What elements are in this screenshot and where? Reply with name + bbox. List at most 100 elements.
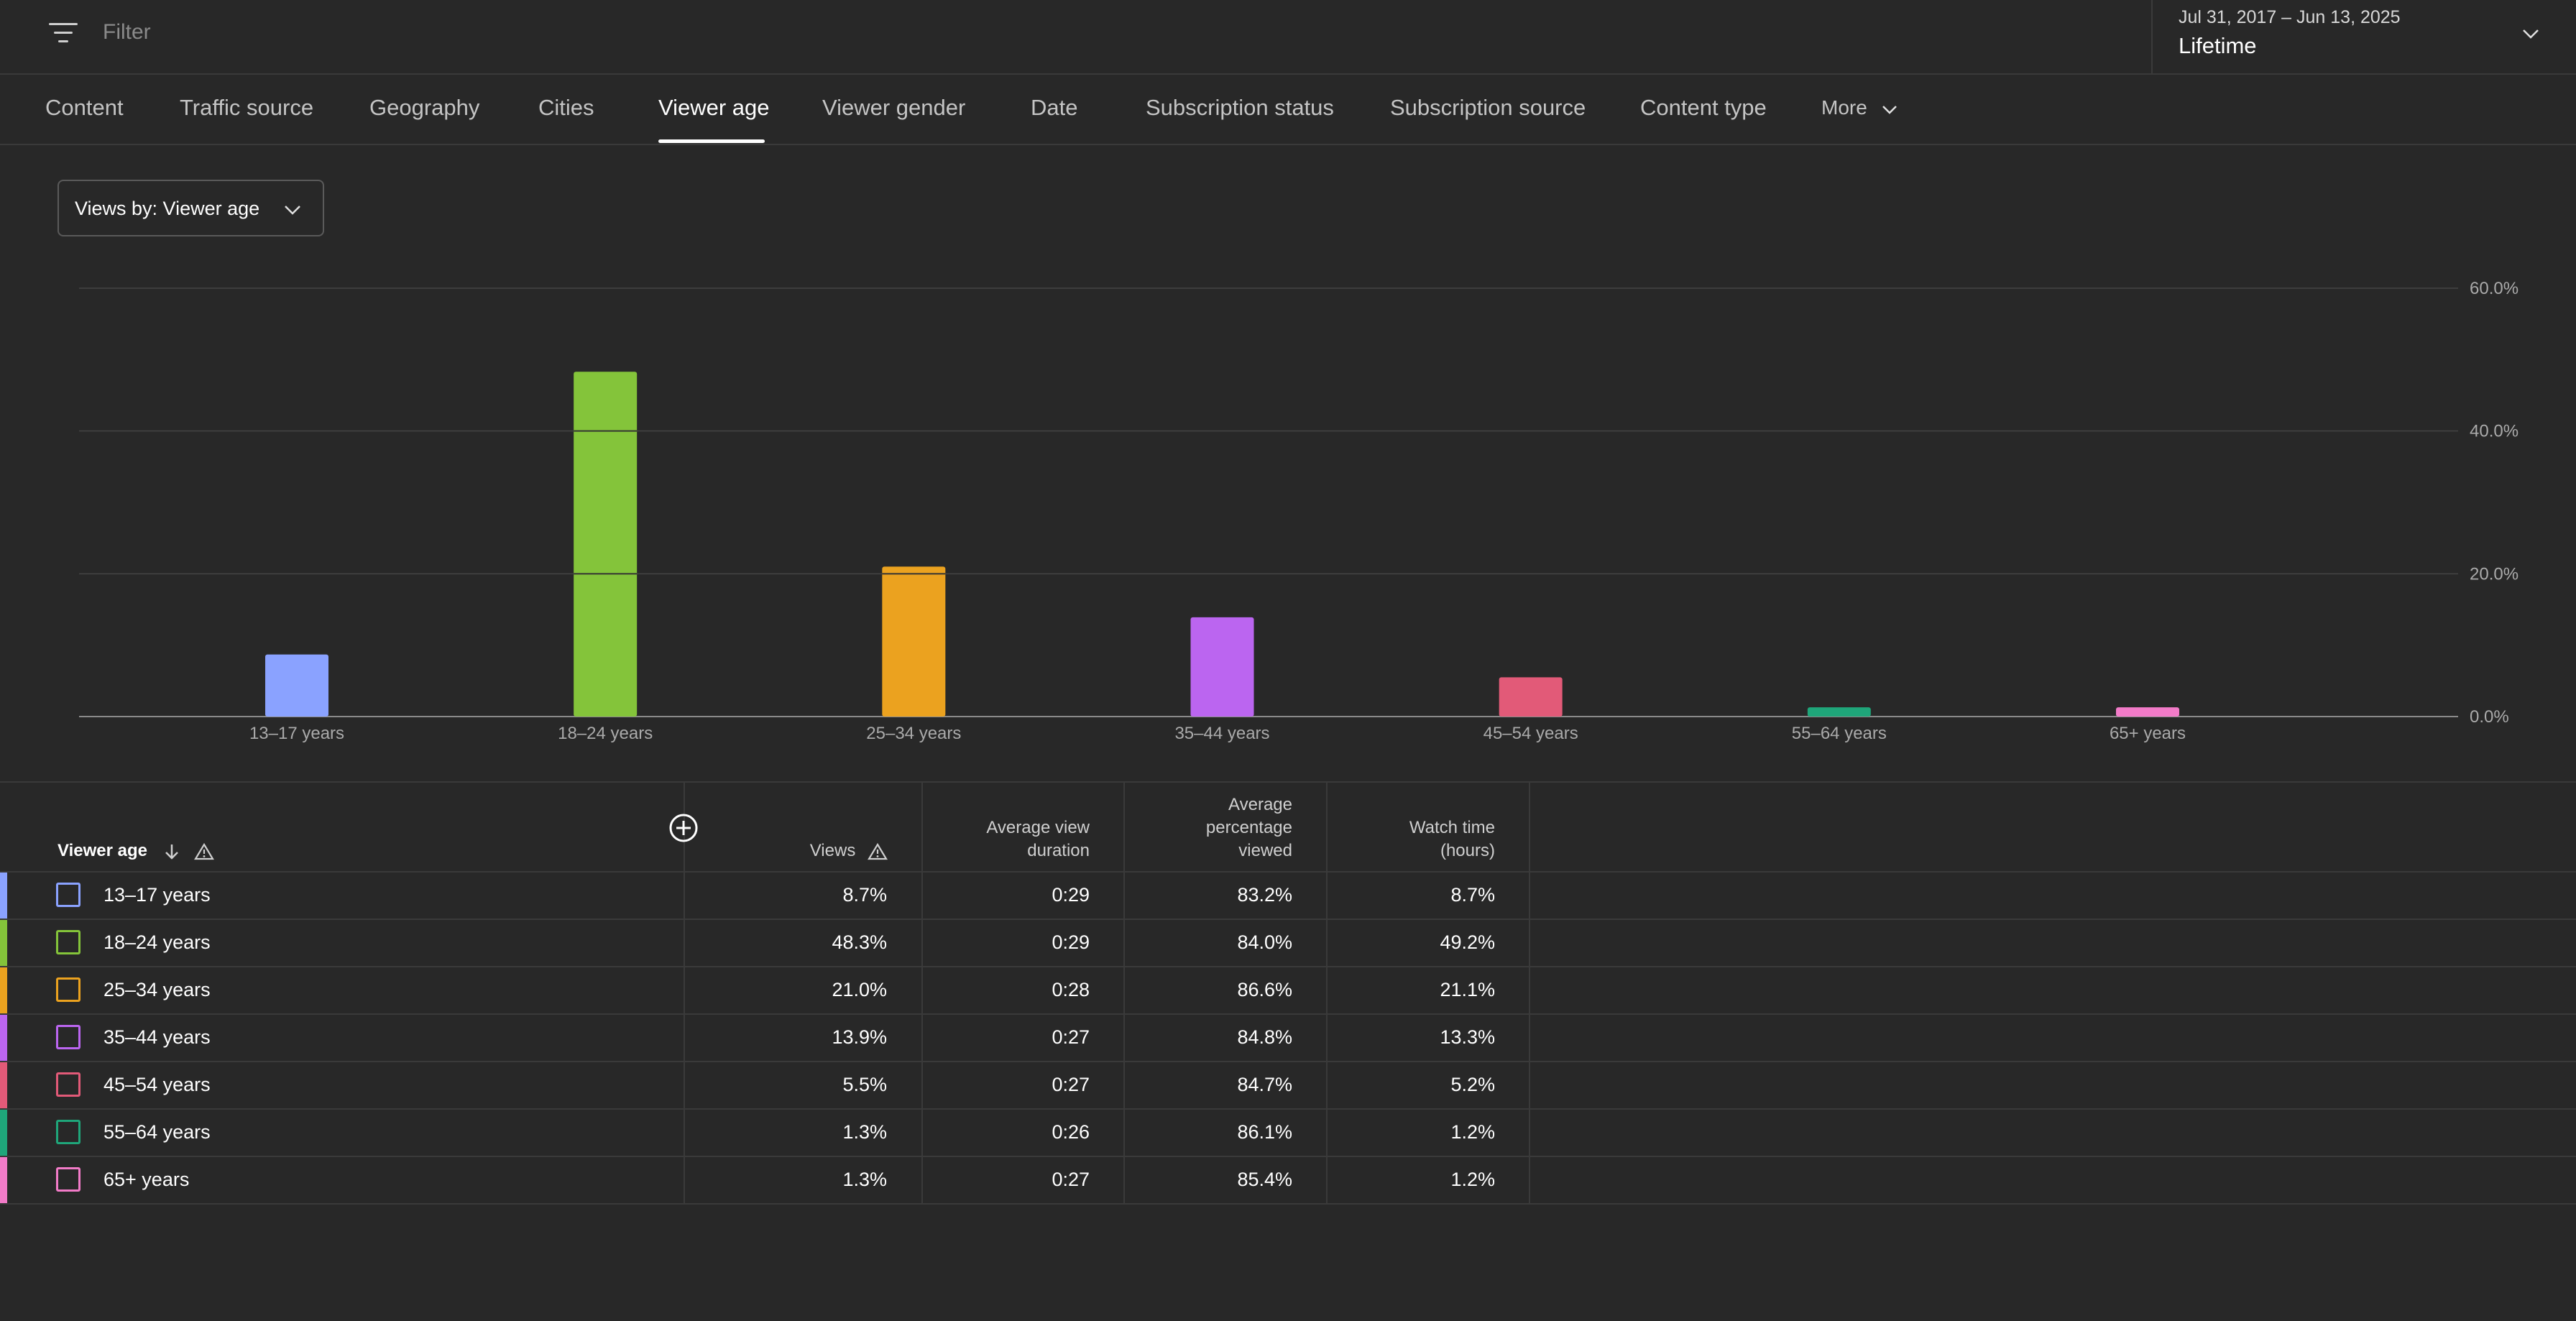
tab-geography[interactable]: Geography (369, 95, 480, 120)
column-header-average-view-duration[interactable]: Average view duration (917, 816, 1090, 862)
row-checkbox[interactable] (56, 883, 80, 907)
y-tick-label: 60.0% (2470, 279, 2518, 298)
tab-viewer-gender[interactable]: Viewer gender (822, 95, 966, 120)
row-color-stripe (0, 1015, 7, 1061)
bar (574, 372, 638, 717)
x-tick-label: 13–17 years (249, 724, 344, 743)
row-divider (0, 1156, 2576, 1157)
tab-viewer-age[interactable]: Viewer age (658, 95, 770, 120)
filter-bar: Jul 31, 2017 – Jun 13, 2025 Lifetime (0, 0, 2576, 75)
row-divider (0, 1061, 2576, 1062)
header-line: (hours) (1440, 841, 1495, 860)
row-divider (0, 1013, 2576, 1015)
row-watch-time: 1.2% (1450, 1169, 1495, 1190)
arrow-down-icon[interactable] (162, 842, 181, 861)
row-average-view-duration: 0:29 (1052, 884, 1090, 906)
tab-cities[interactable]: Cities (538, 95, 594, 120)
row-color-stripe (0, 1110, 7, 1156)
table-row[interactable]: 25–34 years 21.0% 0:28 86.6% 21.1% (0, 967, 2576, 1015)
x-tick-label: 45–54 years (1484, 724, 1578, 743)
row-average-percentage-viewed: 84.8% (1237, 1026, 1292, 1048)
table-row[interactable]: 45–54 years 5.5% 0:27 84.7% 5.2% (0, 1062, 2576, 1110)
column-header-views[interactable]: Views (744, 839, 888, 862)
row-views: 1.3% (842, 1121, 887, 1143)
tab-content[interactable]: Content (45, 95, 124, 120)
warning-icon[interactable] (194, 842, 215, 861)
row-average-view-duration: 0:28 (1052, 979, 1090, 1000)
table-row[interactable]: 65+ years 1.3% 0:27 85.4% 1.2% (0, 1157, 2576, 1205)
table-row[interactable]: 35–44 years 13.9% 0:27 84.8% 13.3% (0, 1015, 2576, 1062)
viewer-age-bar-chart: 0.0% 20.0% 40.0% 60.0% 13–17 years 18–24 year… (79, 279, 2518, 743)
x-tick-label: 35–44 years (1174, 724, 1269, 743)
row-checkbox[interactable] (56, 1167, 80, 1192)
date-range-picker[interactable]: Jul 31, 2017 – Jun 13, 2025 Lifetime (2151, 0, 2576, 75)
y-tick-label: 0.0% (2470, 707, 2509, 727)
header-line: duration (1027, 841, 1090, 860)
active-tab-indicator (658, 139, 765, 143)
row-views: 13.9% (832, 1026, 887, 1048)
date-range-label: Lifetime (2179, 33, 2257, 58)
row-checkbox[interactable] (56, 977, 80, 1002)
filter-icon[interactable] (49, 22, 78, 45)
dimension-tabs: Content Traffic source Geography Cities … (0, 75, 2576, 145)
y-tick-label: 40.0% (2470, 422, 2518, 441)
column-divider (921, 783, 923, 1204)
header-line: Average (1228, 795, 1292, 814)
tab-subscription-status[interactable]: Subscription status (1146, 95, 1334, 120)
row-viewer-age: 35–44 years (104, 1026, 211, 1048)
y-tick-label: 20.0% (2470, 564, 2518, 584)
add-column-icon[interactable] (668, 813, 699, 843)
x-tick-label: 18–24 years (558, 724, 653, 743)
bar (882, 566, 946, 717)
tab-more[interactable]: More (1821, 96, 1898, 119)
row-viewer-age: 65+ years (104, 1169, 190, 1190)
row-views: 1.3% (842, 1169, 887, 1190)
x-tick-label: 65+ years (2110, 724, 2186, 743)
row-checkbox[interactable] (56, 930, 80, 954)
row-average-percentage-viewed: 83.2% (1237, 884, 1292, 906)
column-header-viewer-age[interactable]: Viewer age (58, 839, 215, 862)
metric-dropdown[interactable]: Views by: Viewer age (58, 180, 324, 236)
chevron-down-icon (2523, 29, 2539, 39)
row-viewer-age: 55–64 years (104, 1121, 211, 1143)
tab-content-type[interactable]: Content type (1640, 95, 1767, 120)
warning-icon[interactable] (868, 842, 888, 861)
tab-traffic-source[interactable]: Traffic source (180, 95, 314, 120)
filter-input[interactable] (103, 20, 965, 45)
bar (1499, 677, 1563, 717)
column-header-watch-time[interactable]: Watch time (hours) (1322, 816, 1495, 862)
table-row[interactable]: 13–17 years 8.7% 0:29 83.2% 8.7% (0, 873, 2576, 920)
row-viewer-age: 18–24 years (104, 931, 211, 953)
table-row[interactable]: 18–24 years 48.3% 0:29 84.0% 49.2% (0, 920, 2576, 967)
row-watch-time: 1.2% (1450, 1121, 1495, 1143)
bar (265, 654, 328, 717)
row-viewer-age: 45–54 years (104, 1074, 211, 1095)
row-average-percentage-viewed: 86.6% (1237, 979, 1292, 1000)
column-header-average-percentage-viewed[interactable]: Average percentage viewed (1120, 793, 1292, 862)
header-line: Average view (986, 818, 1090, 837)
row-average-percentage-viewed: 86.1% (1237, 1121, 1292, 1143)
header-line: viewed (1238, 841, 1292, 860)
header-line: percentage (1205, 818, 1292, 837)
row-color-stripe (0, 967, 7, 1013)
row-checkbox[interactable] (56, 1072, 80, 1097)
tab-subscription-source[interactable]: Subscription source (1390, 95, 1586, 120)
column-divider (684, 783, 685, 1204)
row-watch-time: 5.2% (1450, 1074, 1495, 1095)
row-watch-time: 21.1% (1440, 979, 1495, 1000)
row-views: 8.7% (842, 884, 887, 906)
row-average-view-duration: 0:27 (1052, 1074, 1090, 1095)
chevron-down-icon (1882, 105, 1897, 114)
table-row[interactable]: 55–64 years 1.3% 0:26 86.1% 1.2% (0, 1110, 2576, 1157)
row-checkbox[interactable] (56, 1025, 80, 1049)
bar (1190, 617, 1254, 717)
chevron-down-icon (285, 206, 300, 215)
tab-date[interactable]: Date (1031, 95, 1078, 120)
row-average-percentage-viewed: 85.4% (1237, 1169, 1292, 1190)
column-divider (1326, 783, 1328, 1204)
row-checkbox[interactable] (56, 1120, 80, 1144)
bar (2116, 707, 2179, 717)
row-divider (0, 919, 2576, 920)
row-average-percentage-viewed: 84.7% (1237, 1074, 1292, 1095)
row-average-view-duration: 0:26 (1052, 1121, 1090, 1143)
